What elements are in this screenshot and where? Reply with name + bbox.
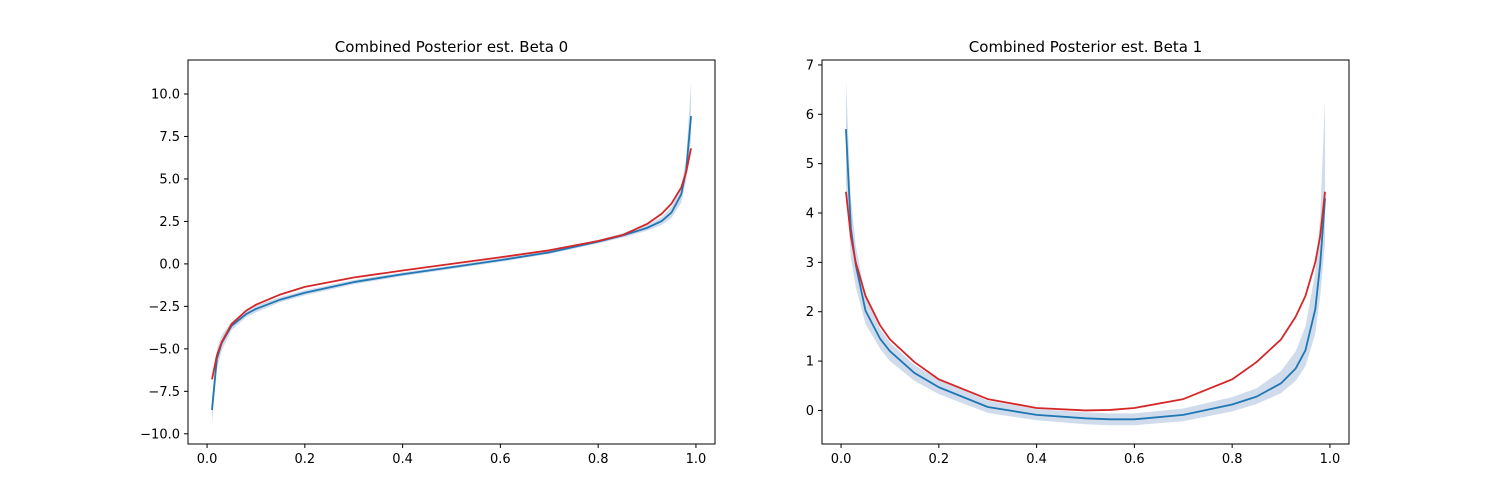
plot-area	[211, 82, 692, 424]
y-tick-label: 2.5	[159, 215, 180, 230]
y-tick-label: 7.5	[159, 130, 180, 145]
x-tick-label: 0.0	[831, 452, 852, 467]
y-tick-label: −2.5	[148, 300, 180, 315]
reference-line	[845, 191, 1326, 412]
y-tick-label: −10.0	[140, 427, 180, 442]
x-tick-label: 0.8	[1222, 452, 1243, 467]
y-tick-label: 5.0	[159, 172, 180, 187]
x-tick-label: 0.4	[392, 452, 413, 467]
y-axis: 0 1 2 3 4 5 6 7	[806, 58, 822, 419]
y-tick-label: 4	[806, 207, 814, 222]
x-tick-label: 0.0	[197, 452, 218, 467]
y-tick-label: 0	[806, 404, 814, 419]
x-axis: 0.0 0.2 0.4 0.6 0.8 1.0	[831, 444, 1341, 467]
posterior-mean-line	[845, 129, 1326, 421]
y-tick-label: 0.0	[159, 257, 180, 272]
x-tick-label: 0.2	[294, 452, 315, 467]
y-tick-label: 3	[806, 256, 814, 271]
chart-panel-beta-1: Combined Posterior est. Beta 1 0.0 0.2 0.4…	[806, 38, 1350, 467]
reference-line	[211, 148, 692, 380]
y-tick-label: −7.5	[148, 385, 180, 400]
y-tick-label: 2	[806, 305, 814, 320]
x-tick-label: 0.4	[1026, 452, 1047, 467]
chart-title: Combined Posterior est. Beta 0	[335, 38, 568, 56]
plot-area	[845, 79, 1326, 426]
axes-frame	[821, 59, 1350, 445]
x-tick-label: 0.2	[928, 452, 949, 467]
y-tick-label: 5	[806, 157, 814, 172]
credible-interval-band	[845, 79, 1326, 426]
y-tick-label: 10.0	[151, 87, 180, 102]
y-tick-label: 7	[806, 58, 814, 73]
x-tick-label: 1.0	[1320, 452, 1341, 467]
y-tick-label: 1	[806, 355, 814, 370]
posterior-mean-line	[211, 115, 692, 411]
y-tick-label: 6	[806, 108, 814, 123]
x-tick-label: 0.8	[588, 452, 609, 467]
x-tick-label: 0.6	[1124, 452, 1145, 467]
x-tick-label: 1.0	[686, 452, 707, 467]
y-tick-label: −5.0	[148, 342, 180, 357]
chart-panel-beta-0: Combined Posterior est. Beta 0 0.0 0.2 0.4…	[140, 38, 716, 467]
y-axis: −10.0 −7.5 −5.0 −2.5 0.0 2.5 5.0 7.5 10.0	[140, 87, 188, 442]
x-tick-label: 0.6	[490, 452, 511, 467]
axes-frame	[187, 59, 716, 445]
chart-title: Combined Posterior est. Beta 1	[969, 38, 1202, 56]
x-axis: 0.0 0.2 0.4 0.6 0.8 1.0	[197, 444, 707, 467]
